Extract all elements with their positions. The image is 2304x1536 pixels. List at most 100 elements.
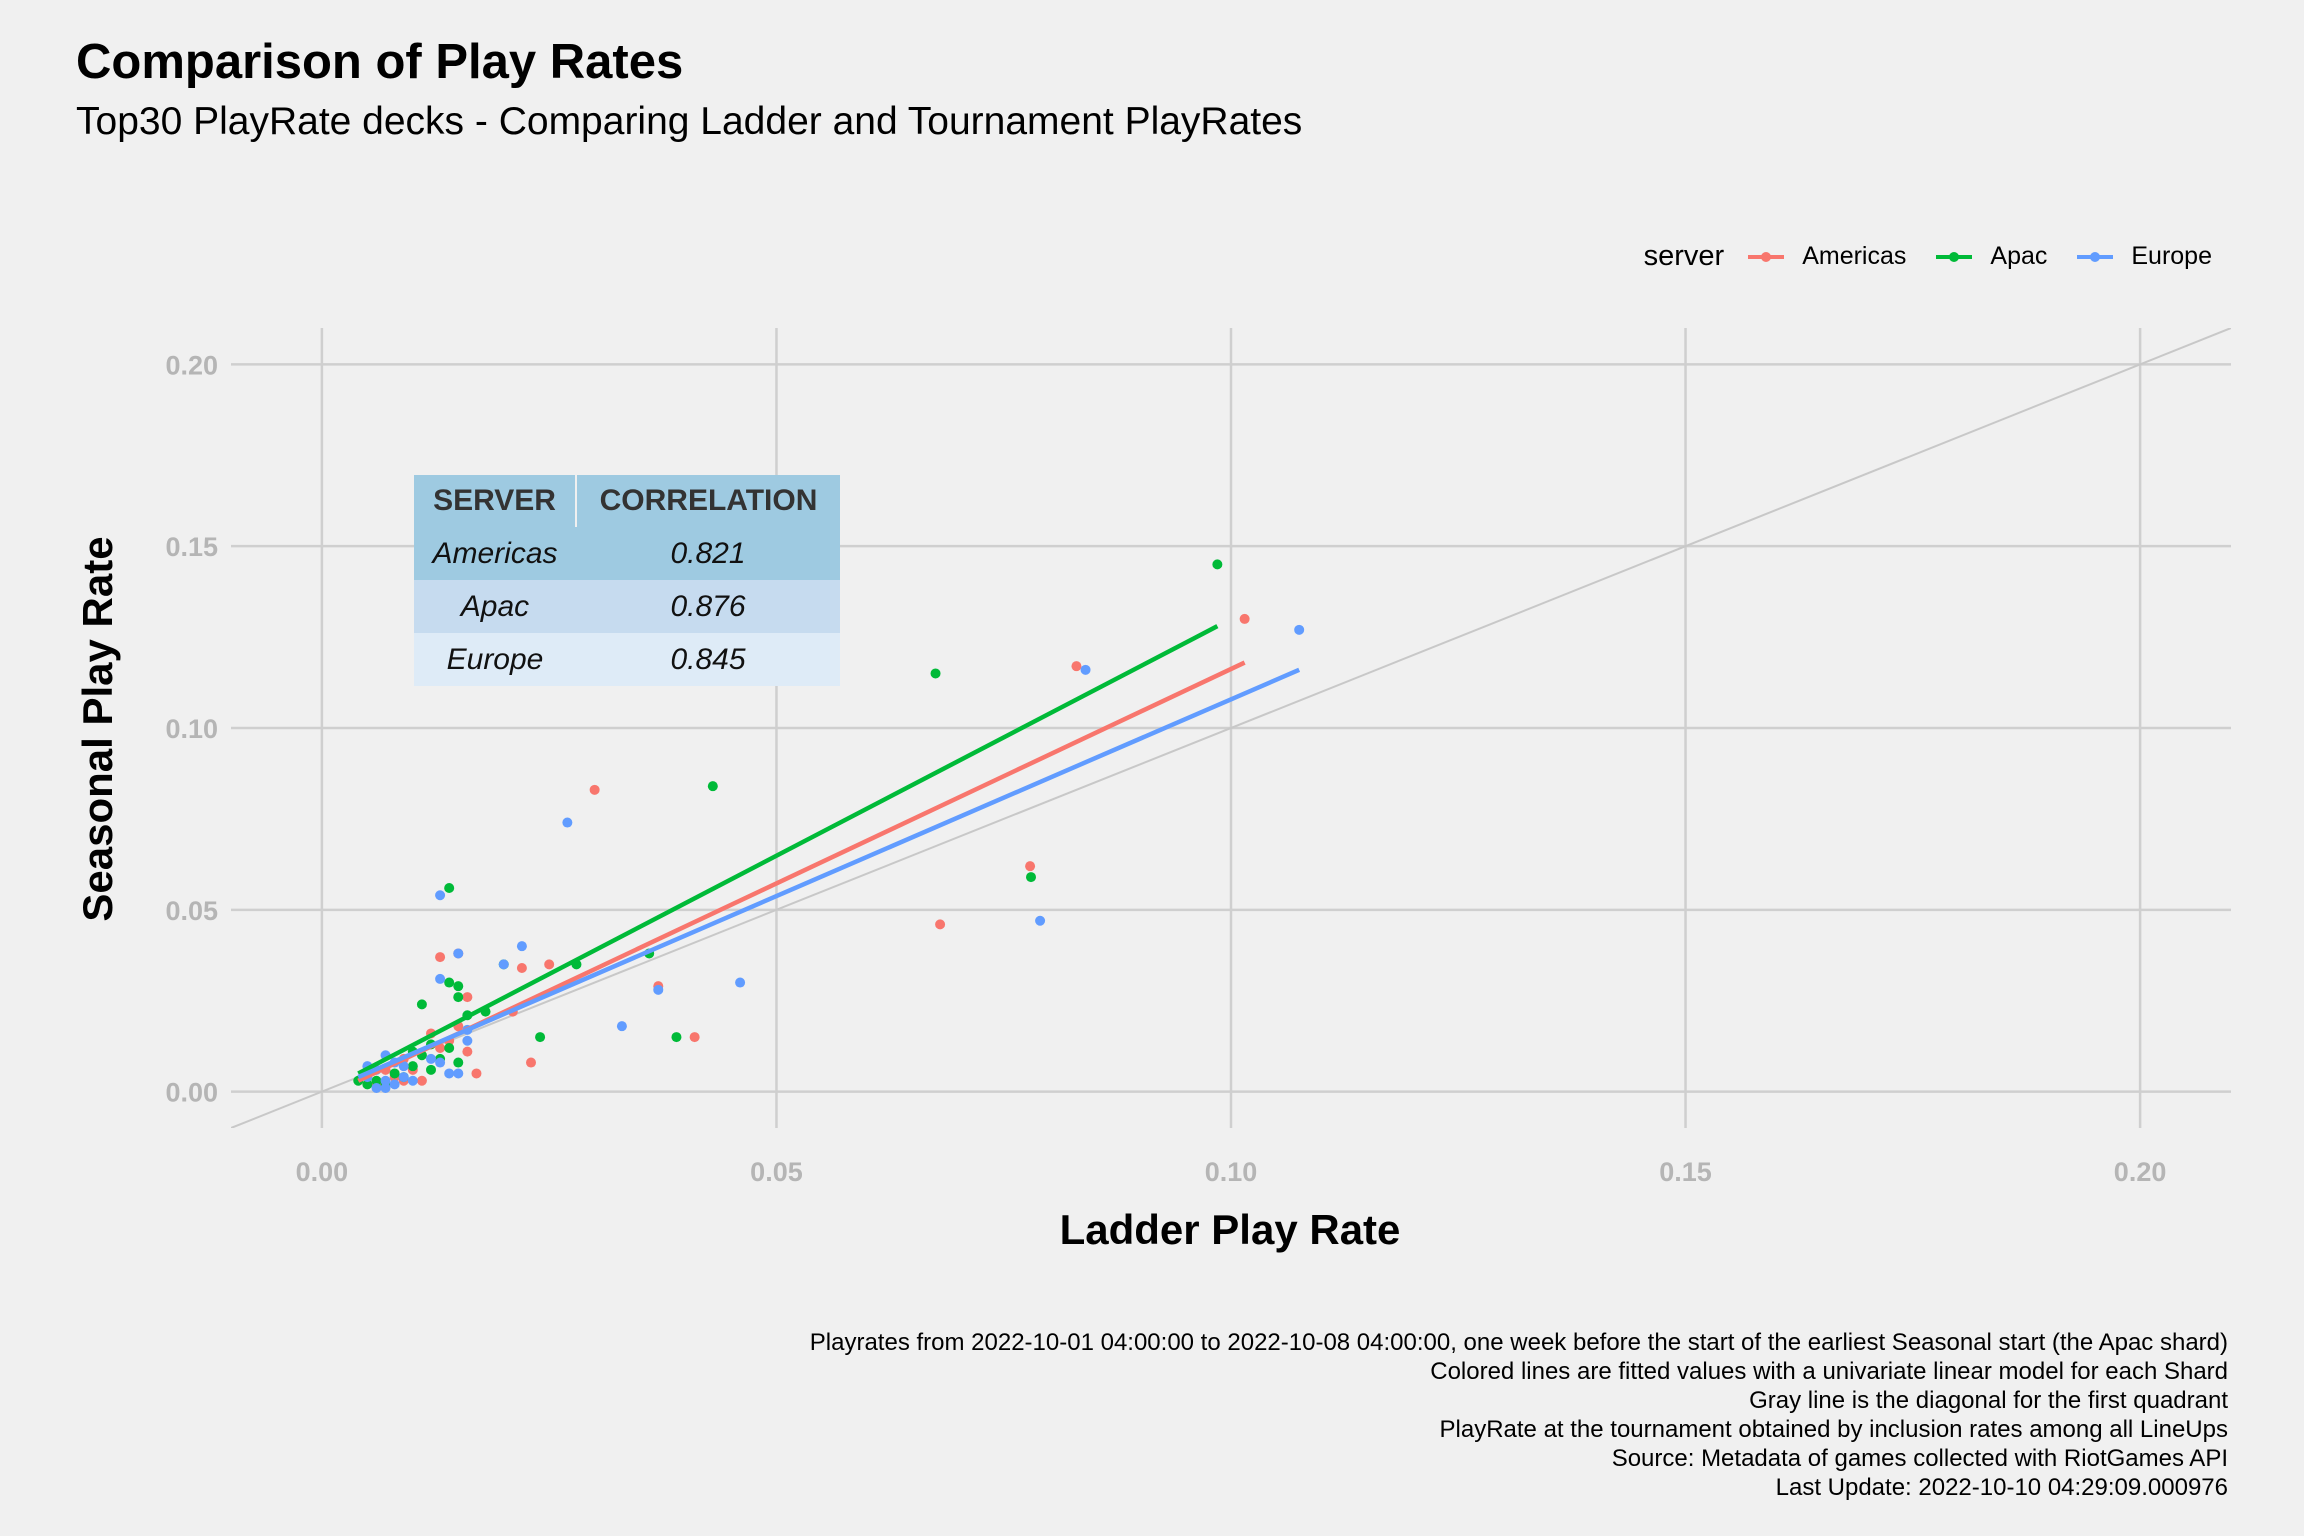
point-europe bbox=[453, 1068, 464, 1079]
y-axis-title: Seasonal Play Rate bbox=[74, 536, 121, 922]
caption-line: Playrates from 2022-10-01 04:00:00 to 20… bbox=[809, 1329, 2228, 1356]
point-europe bbox=[453, 948, 464, 959]
point-europe bbox=[562, 817, 573, 828]
point-europe bbox=[1294, 624, 1305, 635]
point-europe bbox=[462, 1035, 473, 1046]
point-apac bbox=[426, 1064, 436, 1075]
caption-line: Source: Metadata of games collected with… bbox=[1611, 1445, 2228, 1472]
point-europe bbox=[398, 1072, 409, 1083]
legend-item-americas: Americas bbox=[1746, 242, 1906, 271]
point-europe bbox=[1080, 664, 1091, 675]
point-apac bbox=[930, 668, 941, 679]
legend-label-americas: Americas bbox=[1802, 242, 1907, 270]
y-tick-label: 0.20 bbox=[165, 350, 218, 380]
point-europe bbox=[444, 1068, 455, 1079]
point-americas bbox=[544, 959, 555, 970]
point-apac bbox=[371, 1075, 382, 1086]
point-europe bbox=[516, 941, 527, 952]
table-cell-server: Americas bbox=[414, 527, 576, 580]
point-europe bbox=[435, 973, 446, 984]
point-americas bbox=[526, 1057, 536, 1068]
legend-key-apac bbox=[1934, 245, 1974, 269]
fit-lines-layer bbox=[357, 624, 1301, 1083]
point-apac bbox=[389, 1068, 400, 1079]
point-americas bbox=[471, 1068, 482, 1079]
x-tick-label: 0.20 bbox=[2114, 1157, 2167, 1187]
y-tick-label: 0.00 bbox=[165, 1078, 218, 1108]
table-row: Apac 0.876 bbox=[414, 580, 840, 633]
table-cell-server: Apac bbox=[414, 580, 576, 633]
point-apac bbox=[444, 883, 455, 893]
point-americas bbox=[1025, 861, 1036, 872]
point-europe bbox=[398, 1061, 409, 1072]
point-europe bbox=[653, 984, 664, 995]
legend-label-europe: Europe bbox=[2131, 242, 2212, 270]
x-tick-label: 0.15 bbox=[1659, 1157, 1712, 1187]
point-europe bbox=[389, 1079, 400, 1090]
point-apac bbox=[453, 981, 464, 992]
point-americas bbox=[935, 919, 946, 930]
table-cell-server: Europe bbox=[414, 633, 576, 686]
point-americas bbox=[1071, 661, 1082, 672]
point-europe bbox=[498, 959, 509, 970]
point-apac bbox=[416, 999, 427, 1010]
diagonal-line bbox=[231, 328, 2231, 1128]
chart-title: Comparison of Play Rates bbox=[76, 35, 684, 89]
diagonal-layer bbox=[231, 328, 2231, 1128]
caption: Playrates from 2022-10-01 04:00:00 to 20… bbox=[810, 1328, 2228, 1502]
point-europe bbox=[435, 1057, 446, 1068]
point-europe bbox=[380, 1083, 391, 1093]
x-tick-label: 0.00 bbox=[296, 1157, 349, 1187]
point-americas bbox=[462, 1046, 473, 1057]
header-server: SERVER bbox=[414, 475, 577, 527]
header-correlation: CORRELATION bbox=[576, 475, 840, 527]
point-apac bbox=[1212, 559, 1223, 570]
legend-key-europe bbox=[2075, 245, 2115, 269]
table-cell-correlation: 0.821 bbox=[576, 527, 840, 580]
tick-labels: 0.00 0.05 0.10 0.15 0.20 0.00 0.05 0.10 0.15 0.20 bbox=[165, 350, 2166, 1187]
caption-line: PlayRate at the tournament obtained by i… bbox=[1439, 1416, 2228, 1443]
point-americas bbox=[416, 1075, 427, 1086]
point-americas bbox=[516, 963, 527, 973]
legend-label-apac: Apac bbox=[1990, 242, 2048, 270]
point-apac bbox=[453, 1057, 464, 1068]
point-apac bbox=[707, 781, 718, 792]
point-apac bbox=[1026, 872, 1036, 883]
y-tick-label: 0.10 bbox=[165, 714, 218, 744]
point-americas bbox=[435, 952, 446, 963]
point-europe bbox=[426, 1053, 436, 1064]
chart-subtitle: Top30 PlayRate decks - Comparing Ladder … bbox=[76, 100, 1303, 143]
point-europe bbox=[1035, 915, 1046, 926]
point-apac bbox=[444, 977, 455, 988]
point-europe bbox=[380, 1075, 391, 1086]
point-europe bbox=[407, 1075, 418, 1086]
legend-item-apac: Apac bbox=[1934, 242, 2047, 271]
table-row: Europe 0.845 bbox=[414, 633, 840, 686]
point-americas bbox=[589, 784, 600, 795]
legend-key-americas bbox=[1746, 245, 1786, 269]
point-apac bbox=[444, 1043, 455, 1053]
point-apac bbox=[362, 1079, 373, 1090]
point-apac bbox=[407, 1061, 418, 1072]
caption-line: Gray line is the diagonal for the first … bbox=[1749, 1387, 2228, 1414]
caption-line: Colored lines are fitted values with a u… bbox=[1430, 1358, 2228, 1385]
legend-title: server bbox=[1643, 240, 1725, 272]
table-cell-correlation: 0.845 bbox=[576, 633, 840, 686]
caption-line: Last Update: 2022-10-10 04:29:09.000976 bbox=[1775, 1474, 2228, 1501]
point-americas bbox=[1239, 613, 1250, 624]
x-tick-label: 0.05 bbox=[750, 1157, 803, 1187]
legend-item-europe: Europe bbox=[2075, 242, 2212, 271]
point-apac bbox=[671, 1032, 682, 1043]
fit-line-europe bbox=[357, 667, 1301, 1080]
grid bbox=[231, 328, 2231, 1128]
correlation-table: SERVER CORRELATION Americas 0.821 Apac 0… bbox=[414, 475, 840, 686]
point-europe bbox=[616, 1021, 627, 1032]
y-tick-label: 0.05 bbox=[165, 896, 218, 926]
point-americas bbox=[689, 1032, 700, 1043]
table-cell-correlation: 0.876 bbox=[576, 580, 840, 633]
y-tick-label: 0.15 bbox=[165, 532, 218, 562]
point-europe bbox=[435, 890, 446, 901]
point-americas bbox=[462, 992, 473, 1003]
fit-line-apac bbox=[357, 624, 1219, 1076]
